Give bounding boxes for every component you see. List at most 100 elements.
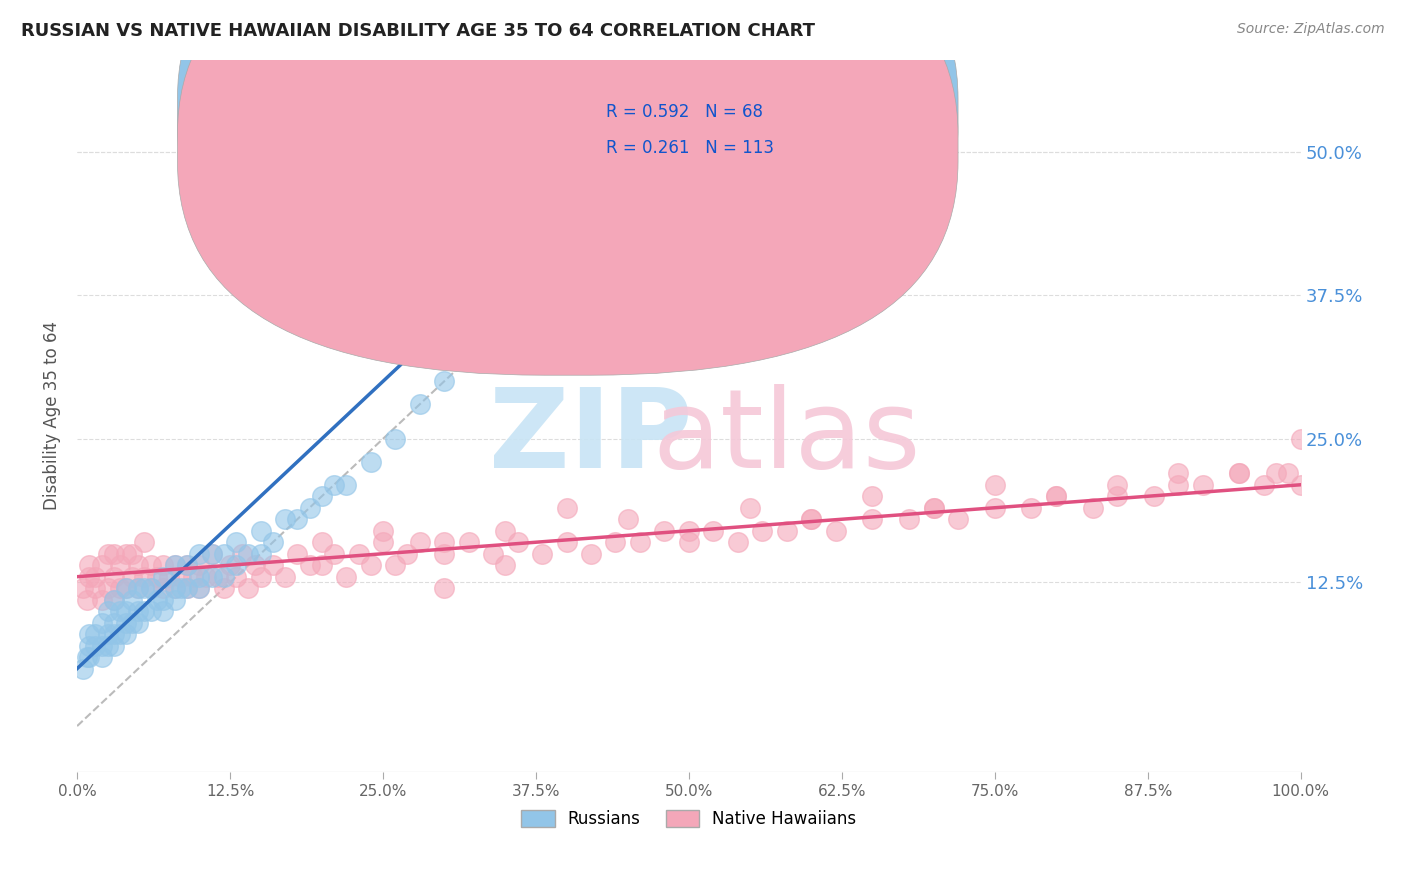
Point	[152, 558, 174, 573]
Point	[139, 558, 162, 573]
Point	[139, 581, 162, 595]
Point	[134, 570, 156, 584]
Point	[1081, 500, 1104, 515]
Point	[176, 558, 198, 573]
Point	[1167, 477, 1189, 491]
Point	[860, 489, 883, 503]
Point	[605, 535, 627, 549]
Point	[84, 639, 107, 653]
Point	[90, 650, 112, 665]
Point	[274, 570, 297, 584]
FancyBboxPatch shape	[523, 85, 866, 174]
Point	[285, 547, 308, 561]
Point	[285, 305, 308, 319]
Point	[188, 581, 211, 595]
Point	[121, 592, 143, 607]
Legend: Russians, Native Hawaiians: Russians, Native Hawaiians	[515, 804, 863, 835]
Point	[225, 558, 247, 573]
Point	[201, 547, 224, 561]
Point	[152, 570, 174, 584]
Point	[335, 236, 357, 251]
Text: R = 0.261   N = 113: R = 0.261 N = 113	[606, 139, 773, 157]
Point	[751, 524, 773, 538]
Point	[115, 547, 138, 561]
Point	[984, 500, 1007, 515]
Point	[433, 375, 456, 389]
Point	[531, 547, 554, 561]
Point	[1277, 467, 1299, 481]
Point	[824, 524, 846, 538]
Point	[79, 570, 101, 584]
Point	[145, 570, 167, 584]
Point	[121, 570, 143, 584]
Point	[1191, 477, 1213, 491]
Point	[90, 615, 112, 630]
Point	[396, 547, 419, 561]
Point	[79, 650, 101, 665]
Point	[127, 581, 149, 595]
Point	[800, 512, 823, 526]
Point	[121, 547, 143, 561]
Point	[115, 627, 138, 641]
Point	[152, 604, 174, 618]
Point	[163, 581, 186, 595]
Point	[335, 570, 357, 584]
Point	[433, 535, 456, 549]
Point	[145, 592, 167, 607]
Point	[727, 535, 749, 549]
Point	[188, 581, 211, 595]
Point	[898, 512, 921, 526]
Point	[176, 581, 198, 595]
Point	[408, 535, 430, 549]
Point	[127, 615, 149, 630]
Point	[678, 524, 700, 538]
Point	[298, 500, 321, 515]
Point	[79, 627, 101, 641]
Point	[922, 500, 945, 515]
Point	[371, 524, 394, 538]
Point	[238, 547, 260, 561]
Point	[115, 615, 138, 630]
Point	[360, 455, 382, 469]
Point	[243, 558, 266, 573]
Point	[97, 639, 120, 653]
Point	[1045, 489, 1067, 503]
Point	[219, 558, 242, 573]
Point	[72, 662, 94, 676]
Point	[1143, 489, 1166, 503]
Point	[103, 615, 125, 630]
Point	[738, 500, 761, 515]
Point	[231, 547, 253, 561]
Point	[212, 581, 235, 595]
Point	[311, 535, 333, 549]
Point	[163, 558, 186, 573]
Point	[262, 535, 284, 549]
Point	[201, 570, 224, 584]
Point	[176, 558, 198, 573]
Point	[108, 627, 131, 641]
Point	[225, 570, 247, 584]
Point	[311, 558, 333, 573]
Point	[408, 397, 430, 411]
Point	[108, 604, 131, 618]
Point	[384, 558, 406, 573]
Point	[212, 547, 235, 561]
Point	[121, 615, 143, 630]
Point	[274, 512, 297, 526]
Point	[103, 592, 125, 607]
Point	[494, 558, 516, 573]
Text: R = 0.592   N = 68: R = 0.592 N = 68	[606, 103, 762, 121]
Point	[79, 639, 101, 653]
Point	[506, 535, 529, 549]
Point	[207, 570, 229, 584]
FancyBboxPatch shape	[177, 0, 957, 340]
Point	[457, 535, 479, 549]
Point	[163, 581, 186, 595]
Point	[90, 558, 112, 573]
Point	[1289, 477, 1312, 491]
Point	[323, 547, 346, 561]
Point	[97, 604, 120, 618]
Point	[97, 581, 120, 595]
Point	[157, 570, 180, 584]
Point	[170, 570, 193, 584]
